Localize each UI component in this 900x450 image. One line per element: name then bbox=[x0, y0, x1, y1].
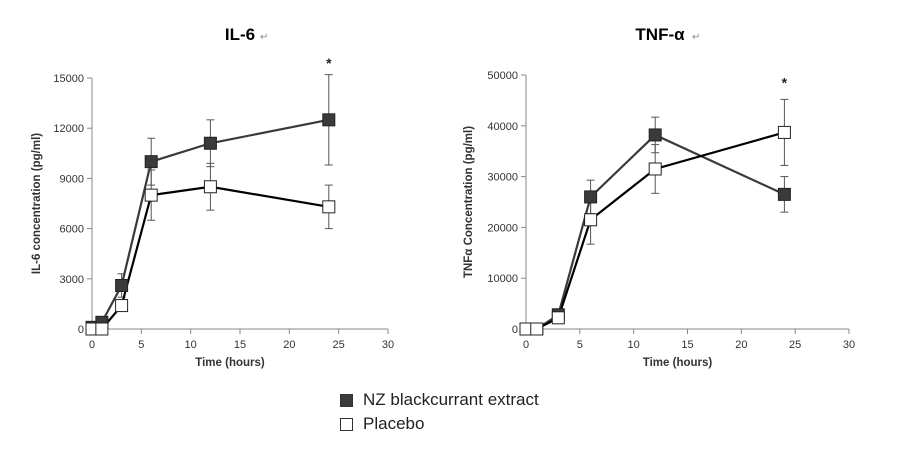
legend-item-blackcurrant: NZ blackcurrant extract bbox=[340, 388, 539, 412]
data-point-placebo bbox=[144, 188, 158, 202]
y-tick-label: 40000 bbox=[487, 121, 518, 133]
x-tick-label: 25 bbox=[789, 339, 801, 351]
legend-item-placebo: Placebo bbox=[340, 412, 539, 436]
data-point-blackcurrant bbox=[584, 190, 598, 204]
y-tick-label: 50000 bbox=[487, 70, 518, 82]
y-tick-label: 0 bbox=[78, 324, 84, 336]
title-return-mark: ↵ bbox=[692, 32, 700, 43]
x-tick-label: 5 bbox=[577, 339, 583, 351]
chart-title: TNF-α bbox=[635, 25, 685, 44]
data-point-blackcurrant bbox=[144, 155, 158, 169]
title-return-mark: ↵ bbox=[260, 32, 268, 43]
y-axis-title: IL-6 concentration (pg/ml) bbox=[31, 133, 43, 274]
data-point-blackcurrant bbox=[777, 187, 791, 201]
data-point-placebo bbox=[115, 299, 129, 313]
x-tick-label: 10 bbox=[185, 339, 197, 351]
data-point-blackcurrant bbox=[203, 136, 217, 150]
significance-asterisk: * bbox=[326, 55, 332, 71]
y-tick-label: 30000 bbox=[487, 172, 518, 184]
x-tick-label: 0 bbox=[523, 339, 529, 351]
x-tick-label: 10 bbox=[628, 339, 640, 351]
x-tick-label: 15 bbox=[681, 339, 693, 351]
data-point-placebo bbox=[648, 162, 662, 176]
legend-swatch-open-square bbox=[340, 417, 353, 431]
x-tick-label: 5 bbox=[138, 339, 144, 351]
y-axis-title: TNFα Concentration (pg/ml) bbox=[463, 126, 475, 278]
x-tick-label: 20 bbox=[735, 339, 747, 351]
x-tick-label: 20 bbox=[283, 339, 295, 351]
y-tick-label: 12000 bbox=[53, 123, 84, 135]
data-point-placebo bbox=[777, 125, 791, 139]
y-tick-label: 9000 bbox=[60, 173, 84, 185]
x-axis-title: Time (hours) bbox=[195, 357, 265, 369]
x-tick-label: 15 bbox=[234, 339, 246, 351]
x-tick-label: 25 bbox=[333, 339, 345, 351]
legend-swatch-filled-square bbox=[340, 393, 353, 407]
x-tick-label: 30 bbox=[843, 339, 855, 351]
il6-panel: IL-6 ↵ 0 3000 6000 9000 12000 15000 0 5 10 15 20 25 30… bbox=[31, 25, 394, 369]
x-tick-label: 0 bbox=[89, 339, 95, 351]
data-point-placebo bbox=[530, 322, 544, 336]
y-tick-label: 3000 bbox=[60, 274, 84, 286]
x-axis-title: Time (hours) bbox=[643, 357, 713, 369]
data-point-placebo bbox=[584, 213, 598, 227]
data-point-placebo bbox=[95, 322, 109, 336]
y-tick-label: 10000 bbox=[487, 273, 518, 285]
significance-asterisk: * bbox=[782, 75, 788, 91]
legend-label: Placebo bbox=[363, 414, 425, 433]
data-point-blackcurrant bbox=[115, 278, 129, 292]
data-point-placebo bbox=[322, 200, 336, 214]
y-tick-label: 0 bbox=[512, 324, 518, 336]
y-tick-label: 15000 bbox=[53, 73, 84, 85]
tnf-alpha-panel: TNF-α ↵ 0 10000 20000 30000 40000 50000 0 5 10 15 20… bbox=[463, 25, 855, 369]
x-tick-label: 30 bbox=[382, 339, 394, 351]
data-point-blackcurrant bbox=[322, 113, 336, 127]
legend: NZ blackcurrant extract Placebo bbox=[340, 388, 539, 436]
data-point-placebo bbox=[203, 180, 217, 194]
y-tick-label: 6000 bbox=[60, 224, 84, 236]
data-point-placebo bbox=[519, 322, 533, 336]
data-point-blackcurrant bbox=[648, 128, 662, 142]
data-point-placebo bbox=[551, 311, 565, 325]
legend-label: NZ blackcurrant extract bbox=[363, 390, 539, 409]
chart-title: IL-6 bbox=[225, 25, 255, 44]
y-tick-label: 20000 bbox=[487, 222, 518, 234]
